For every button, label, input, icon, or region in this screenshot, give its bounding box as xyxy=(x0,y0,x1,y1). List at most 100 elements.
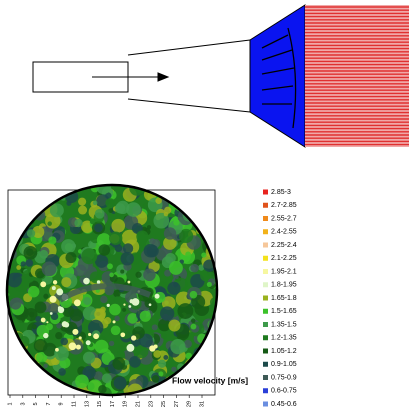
contour-patch xyxy=(56,288,64,296)
contour-patch xyxy=(78,197,87,206)
contour-patch xyxy=(73,299,81,307)
contour-patch xyxy=(136,230,149,243)
contour-patch xyxy=(72,328,79,335)
red-section xyxy=(305,5,409,147)
contour-patch xyxy=(22,203,27,209)
contour-patch xyxy=(160,332,167,339)
contour-patch xyxy=(9,297,22,310)
x-tick-label: 9 xyxy=(59,402,65,405)
contour-patch xyxy=(208,201,213,206)
legend-swatch xyxy=(263,216,268,221)
contour-patch xyxy=(28,311,35,318)
contour-patch xyxy=(43,186,54,197)
contour-patch xyxy=(34,191,45,202)
contour-patch xyxy=(89,218,96,225)
contour-patch xyxy=(120,332,126,338)
contour-patch xyxy=(183,339,192,348)
contour-patch xyxy=(34,384,40,391)
contour-patch xyxy=(200,186,205,189)
contour-patch xyxy=(168,261,183,275)
contour-patch xyxy=(27,285,40,298)
contour-patch xyxy=(21,376,33,389)
contour-patch xyxy=(12,230,20,237)
contour-patch xyxy=(81,248,98,265)
contour-patch xyxy=(209,223,216,232)
contour-patch xyxy=(56,322,63,329)
contour-patch xyxy=(192,199,206,213)
contour-patch xyxy=(8,334,12,344)
contour-patch xyxy=(174,186,190,197)
contour-patch xyxy=(200,189,214,203)
contour-patch xyxy=(187,205,196,214)
contour-patch xyxy=(194,186,210,196)
contour-patch xyxy=(61,239,76,254)
contour-patch xyxy=(8,350,18,366)
x-tick-label: 25 xyxy=(161,401,167,407)
contour-patch xyxy=(194,186,209,197)
legend-swatch xyxy=(263,295,268,301)
contour-patch xyxy=(163,227,177,240)
contour-patch xyxy=(113,289,121,298)
legend-swatch xyxy=(263,388,268,394)
contour-patch xyxy=(123,303,126,306)
contour-patch xyxy=(173,386,180,393)
contour-patch xyxy=(36,352,48,364)
contour-patch xyxy=(131,335,137,341)
legend-swatch xyxy=(263,308,268,314)
legend-label: 0.9-1.05 xyxy=(271,361,297,368)
contour-patch xyxy=(190,263,199,273)
contour-patch xyxy=(19,191,34,206)
contour-patch xyxy=(118,344,124,351)
contour-patch xyxy=(153,212,170,229)
contour-patch xyxy=(61,277,72,288)
contour-patch xyxy=(109,303,121,316)
legend-swatch xyxy=(263,361,268,367)
legend-swatch xyxy=(263,242,268,248)
contour-patch xyxy=(142,203,149,210)
contour-patch xyxy=(49,203,64,218)
contour-patch xyxy=(132,326,145,339)
contour-patch xyxy=(205,194,210,200)
contour-patch xyxy=(9,195,22,208)
contour-patch xyxy=(100,295,108,304)
legend-label: 2.85-3 xyxy=(271,189,291,196)
contour-patch xyxy=(110,325,121,336)
contour-patch xyxy=(63,322,70,328)
contour-patch xyxy=(78,336,82,340)
contour-patch xyxy=(190,318,196,323)
contour-patch xyxy=(39,197,47,206)
contour-patch xyxy=(94,223,103,233)
contour-patch xyxy=(18,201,32,215)
x-tick-label: 31 xyxy=(199,401,205,407)
contour-patch xyxy=(8,208,12,218)
contour-patch xyxy=(163,355,169,360)
arrow-head xyxy=(157,72,170,82)
contour-patch xyxy=(96,280,101,284)
diffuser-edge xyxy=(127,39,251,56)
contour-patch xyxy=(193,192,203,201)
contour-patch xyxy=(35,316,42,322)
contour-patch xyxy=(206,202,216,215)
contour-patch xyxy=(122,307,127,312)
contour-patch xyxy=(121,229,138,246)
legend-swatch xyxy=(263,189,268,195)
contour-patch xyxy=(26,190,33,198)
contour-patch xyxy=(52,280,58,285)
contour-patch xyxy=(8,343,19,357)
contour-patch xyxy=(106,303,110,308)
contour-patch xyxy=(126,202,141,217)
legend-label: 2.4-2.55 xyxy=(271,229,297,236)
contour-patch xyxy=(49,295,57,303)
legend-swatch xyxy=(263,322,268,327)
contour-patch xyxy=(39,249,49,259)
contour-patch xyxy=(27,214,33,221)
legend-label: 1.5-1.65 xyxy=(271,308,297,315)
legend-swatch xyxy=(263,375,268,380)
contour-patch xyxy=(88,319,104,336)
contour-patch xyxy=(25,193,42,210)
contour-patch xyxy=(191,294,206,309)
contour-patch xyxy=(24,357,32,366)
contour-patch xyxy=(143,243,158,258)
contour-patch xyxy=(17,186,29,192)
contour-patch xyxy=(164,206,172,214)
